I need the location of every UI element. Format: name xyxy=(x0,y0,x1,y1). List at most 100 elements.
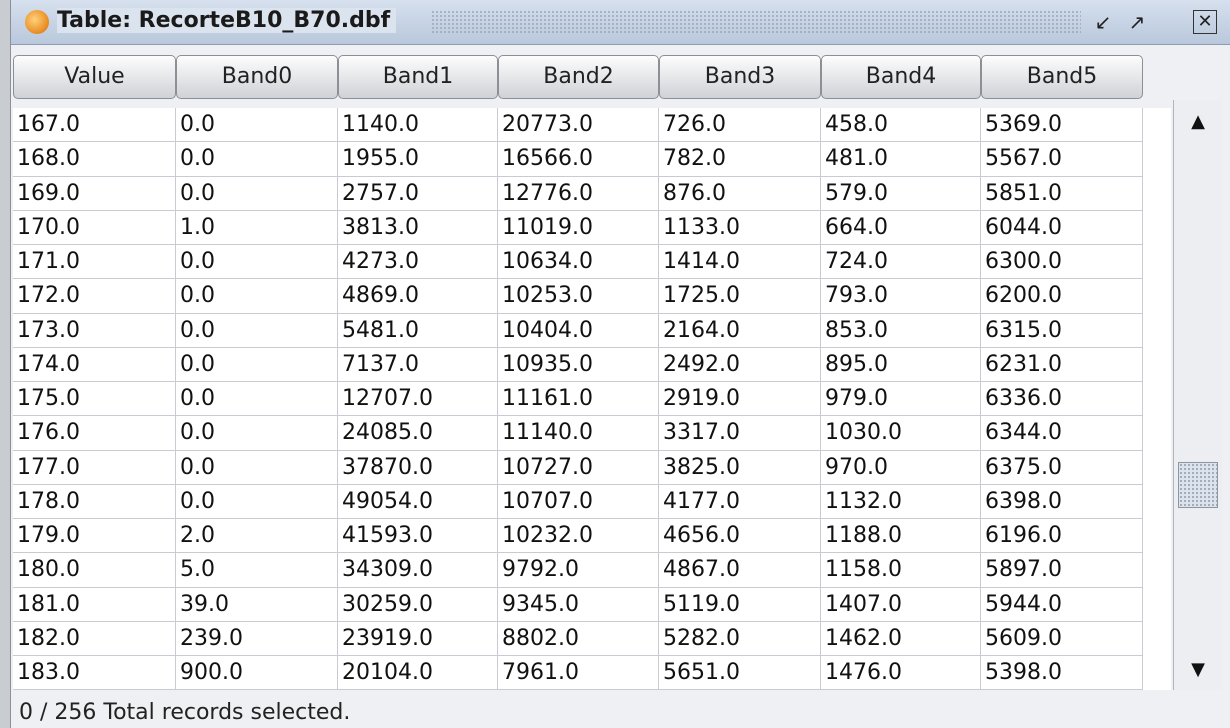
table-cell: 3813.0 xyxy=(338,210,498,245)
table-cell: 39.0 xyxy=(176,587,338,622)
table-cell: 0.0 xyxy=(176,108,338,143)
table-cell: 16566.0 xyxy=(498,142,659,177)
table-cell: 5567.0 xyxy=(981,142,1143,177)
table-cell: 5369.0 xyxy=(981,108,1143,143)
table-cell: 2.0 xyxy=(176,519,338,554)
table-cell: 724.0 xyxy=(821,245,981,280)
table-cell: 9792.0 xyxy=(498,553,659,588)
table-cell: 4867.0 xyxy=(659,553,821,588)
table-cell: 41593.0 xyxy=(338,519,498,554)
title-bar: Table: RecorteB10_B70.dbf ↙ ↗ ✕ xyxy=(11,0,1230,45)
column-header[interactable]: Band2 xyxy=(498,55,659,99)
table-cell: 10935.0 xyxy=(498,347,659,382)
table-cell: 1725.0 xyxy=(659,279,821,314)
table-cell: 11161.0 xyxy=(498,382,659,417)
minimize-button[interactable]: ↙ xyxy=(1094,10,1112,34)
table-cell: 6200.0 xyxy=(981,279,1143,314)
table-cell: 1462.0 xyxy=(821,621,981,656)
table-cell: 5.0 xyxy=(176,553,338,588)
table-cell: 6315.0 xyxy=(981,313,1143,348)
table-cell: 0.0 xyxy=(176,450,338,485)
table-cell: 1407.0 xyxy=(821,587,981,622)
table-cell: 5119.0 xyxy=(659,587,821,622)
table-cell: 23919.0 xyxy=(338,621,498,656)
table-cell: 664.0 xyxy=(821,210,981,245)
scroll-thumb[interactable] xyxy=(1178,462,1218,508)
table-cell: 182.0 xyxy=(13,621,176,656)
table-cell: 5651.0 xyxy=(659,656,821,690)
table-cell: 4177.0 xyxy=(659,484,821,519)
table-cell: 979.0 xyxy=(821,382,981,417)
table-cell: 177.0 xyxy=(13,450,176,485)
table-cell: 6044.0 xyxy=(981,210,1143,245)
column-header[interactable]: Band1 xyxy=(338,55,498,99)
table-cell: 0.0 xyxy=(176,176,338,211)
table-cell: 1955.0 xyxy=(338,142,498,177)
table-cell: 0.0 xyxy=(176,484,338,519)
table-cell: 1414.0 xyxy=(659,245,821,280)
table-cell: 3317.0 xyxy=(659,416,821,451)
status-text: 0 / 256 Total records selected. xyxy=(19,700,351,725)
table-cell: 4656.0 xyxy=(659,519,821,554)
table-cell: 895.0 xyxy=(821,347,981,382)
scroll-down[interactable]: ▼ xyxy=(1191,659,1205,680)
table-cell: 1158.0 xyxy=(821,553,981,588)
table-cell: 1030.0 xyxy=(821,416,981,451)
app-icon xyxy=(25,10,49,34)
scrollbar[interactable]: ▲ ▼ xyxy=(1173,100,1222,690)
table-cell: 180.0 xyxy=(13,553,176,588)
table-cell: 6196.0 xyxy=(981,519,1143,554)
table-cell: 5398.0 xyxy=(981,656,1143,690)
table-cell: 49054.0 xyxy=(338,484,498,519)
column-header[interactable]: Band4 xyxy=(821,55,981,99)
column-header[interactable]: Band0 xyxy=(176,55,338,99)
table-cell: 0.0 xyxy=(176,279,338,314)
maximize-button[interactable]: ↗ xyxy=(1128,10,1146,34)
table-cell: 37870.0 xyxy=(338,450,498,485)
table-cell: 5897.0 xyxy=(981,553,1143,588)
table-cell: 183.0 xyxy=(13,656,176,690)
table-cell: 579.0 xyxy=(821,176,981,211)
table-cell: 167.0 xyxy=(13,108,176,143)
table-cell: 726.0 xyxy=(659,108,821,143)
column-header[interactable]: Value xyxy=(13,55,176,99)
close-button[interactable]: ✕ xyxy=(1193,10,1217,34)
window-title: Table: RecorteB10_B70.dbf xyxy=(57,8,397,33)
table-cell: 174.0 xyxy=(13,347,176,382)
table-cell: 1476.0 xyxy=(821,656,981,690)
table-cell: 12707.0 xyxy=(338,382,498,417)
table-cell: 10404.0 xyxy=(498,313,659,348)
column-header[interactable]: Band3 xyxy=(659,55,821,99)
table-cell: 2757.0 xyxy=(338,176,498,211)
table-body: 167.0 0.0 1140.0 20773.0 726.0 458.0 5369.0 168… xyxy=(13,108,1171,690)
table-cell: 173.0 xyxy=(13,313,176,348)
table-cell: 20104.0 xyxy=(338,656,498,690)
table-cell: 10232.0 xyxy=(498,519,659,554)
table-cell: 20773.0 xyxy=(498,108,659,143)
table-cell: 6231.0 xyxy=(981,347,1143,382)
table-cell: 10707.0 xyxy=(498,484,659,519)
table-cell: 0.0 xyxy=(176,245,338,280)
table-cell: 7137.0 xyxy=(338,347,498,382)
table-cell: 5481.0 xyxy=(338,313,498,348)
table-cell: 11019.0 xyxy=(498,210,659,245)
table-cell: 4869.0 xyxy=(338,279,498,314)
table-cell: 970.0 xyxy=(821,450,981,485)
table-cell: 782.0 xyxy=(659,142,821,177)
table-cell: 12776.0 xyxy=(498,176,659,211)
table-cell: 7961.0 xyxy=(498,656,659,690)
table-cell: 0.0 xyxy=(176,142,338,177)
table-cell: 1133.0 xyxy=(659,210,821,245)
table-cell: 6300.0 xyxy=(981,245,1143,280)
table-window: Table: RecorteB10_B70.dbf ↙ ↗ ✕ Value Ban… xyxy=(10,0,1230,728)
table-cell: 1.0 xyxy=(176,210,338,245)
scroll-up[interactable]: ▲ xyxy=(1191,111,1205,132)
table-cell: 6398.0 xyxy=(981,484,1143,519)
column-header[interactable]: Band5 xyxy=(981,55,1143,99)
table-cell: 172.0 xyxy=(13,279,176,314)
table-cell: 5282.0 xyxy=(659,621,821,656)
table-cell: 1132.0 xyxy=(821,484,981,519)
title-texture xyxy=(431,10,1081,34)
table-cell: 458.0 xyxy=(821,108,981,143)
